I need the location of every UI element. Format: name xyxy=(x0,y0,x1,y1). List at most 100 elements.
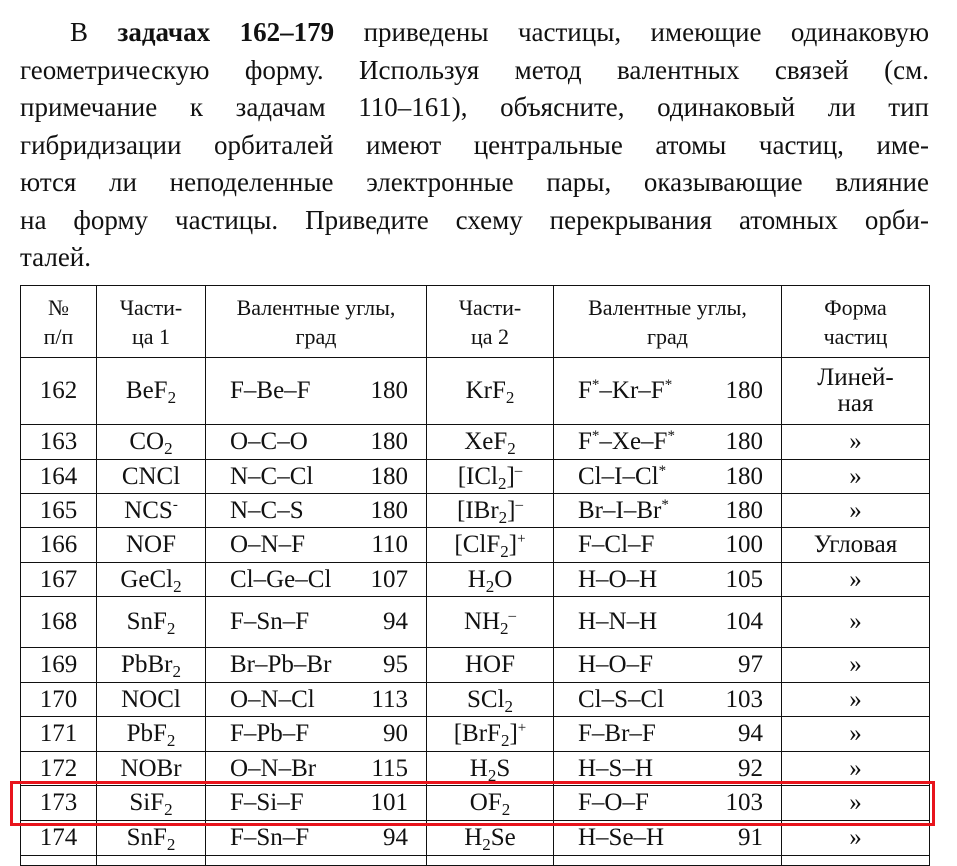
subscript: 2 xyxy=(482,835,491,854)
particle-1: SnF2 xyxy=(127,824,176,854)
table-row: 172 NOBr O–N–Br 115 H2S H–S–H 92 » xyxy=(20,751,930,786)
row-number-cell: 166 xyxy=(20,527,97,563)
shape-text: Угловая xyxy=(813,531,898,558)
formula-text: OF xyxy=(469,789,502,816)
bond-1: Cl–Ge–Cl xyxy=(230,565,332,593)
particle-2: XeF2 xyxy=(464,428,516,458)
formula-text: N–C–Cl xyxy=(230,462,314,490)
angle-value-2: 180 xyxy=(725,377,764,404)
empty-cell xyxy=(426,855,554,866)
paragraph-line: примечание к задачам 110–161), объясните… xyxy=(20,92,929,122)
particle-1-cell: SiF2 xyxy=(96,785,206,821)
header-text: № xyxy=(48,294,69,320)
header-text: частиц xyxy=(823,323,888,349)
shape-cell: » xyxy=(781,682,930,717)
particle-1: BeF2 xyxy=(126,377,176,407)
subscript: 2 xyxy=(166,835,176,854)
formula-text: Br–I–Br xyxy=(578,496,662,524)
table-row-partial xyxy=(20,855,930,866)
empty-cell xyxy=(20,855,97,866)
particle-1-cell: SnF2 xyxy=(96,820,206,856)
formula-text: F–Sn–F xyxy=(230,608,310,635)
row-number-cell: 168 xyxy=(20,596,97,648)
formula-text: NOF xyxy=(125,531,176,558)
table-row: 174 SnF2 F–Sn–F 94 H2Se H–Se–H 91» xyxy=(20,820,930,856)
task-range: задачах 162–179 xyxy=(117,17,335,47)
column-header: Части-ца 2 xyxy=(426,285,554,358)
subscript: 2 xyxy=(500,619,509,638)
formula-text: H–N–H xyxy=(578,608,658,635)
shape-cell: Линей-ная xyxy=(781,357,930,425)
bond-2: Cl–I–Cl* xyxy=(578,463,666,490)
column-header: № п/п xyxy=(20,285,97,358)
formula-text: F–Be–F xyxy=(230,377,311,404)
particle-2: NH2– xyxy=(464,608,517,638)
shape-text: » xyxy=(849,754,862,782)
subscript: 2 xyxy=(500,542,509,561)
angle-2: F–O–F 103 xyxy=(558,790,777,816)
subscript: 2 xyxy=(500,731,510,750)
particle-1: PbBr2 xyxy=(121,651,181,681)
particle-1: GeCl2 xyxy=(120,566,181,595)
table-row: 170 NOCl O–N–Cl 113 SCl2 Cl–S–Cl 103 » xyxy=(20,682,930,717)
superscript: – xyxy=(508,608,517,624)
angle-2-cell: H–N–H 104 xyxy=(553,596,782,648)
row-number: 166 xyxy=(39,531,78,558)
angle-value-1: 180 xyxy=(370,377,409,404)
angle-2-cell: H–O–F 97 xyxy=(553,647,782,683)
angle-2-cell: Cl–I–Cl* 180 xyxy=(553,459,782,494)
subscript: 2 xyxy=(485,576,495,596)
subscript: 2 xyxy=(487,765,497,785)
particle-1-cell: NOBr xyxy=(96,751,206,786)
angle-2: F–Cl–F 100 xyxy=(558,532,777,558)
particle-2-cell: SCl2 xyxy=(426,682,554,717)
formula-text: H–O–F xyxy=(578,651,654,678)
row-number-cell: 162 xyxy=(20,357,97,425)
shape-cell: » xyxy=(781,596,930,648)
superscript: – xyxy=(514,462,523,479)
bond-2: Br–I–Br* xyxy=(578,496,669,524)
angle-1: F–Be–F 180 xyxy=(210,378,422,404)
formula-text: N–C–S xyxy=(230,496,304,524)
bond-2: F–O–F xyxy=(578,790,649,816)
table-row: 171 PbF2 F–Pb–F 90 [BrF2]+ F–Br–F 94» xyxy=(20,716,930,752)
angle-1-cell: F–Sn–F 94 xyxy=(205,820,427,856)
angle-value-2: 100 xyxy=(725,531,764,558)
particle-2-cell: XeF2 xyxy=(426,424,554,460)
shape-text: » xyxy=(849,428,862,455)
angle-2-cell: Br–I–Br* 180 xyxy=(553,493,782,528)
shape-text: » xyxy=(849,608,862,635)
empty-cell xyxy=(205,855,427,866)
subscript: 2 xyxy=(507,439,516,458)
shape-cell: » xyxy=(781,493,930,528)
angle-value-2: 91 xyxy=(738,824,763,851)
subscript: 2 xyxy=(166,619,176,638)
angle-value-2: 94 xyxy=(738,720,763,747)
angle-2: H–Se–H 91 xyxy=(558,825,777,851)
bond-2: H–Se–H xyxy=(578,825,664,851)
formula-text: Cl–Ge–Cl xyxy=(230,565,332,593)
angle-2: Cl–I–Cl* 180 xyxy=(558,463,777,490)
bond-1: O–N–F xyxy=(230,532,305,558)
formula-text: [ICl xyxy=(457,462,498,490)
header-text: ца 1 xyxy=(131,323,171,349)
particle-1-cell: NOF xyxy=(96,527,206,563)
table-row: 164 CNCl N–C–Cl 180 [ICl2]– Cl–I–Cl* 180 » xyxy=(20,459,930,494)
header-text: Валентные углы, xyxy=(588,294,747,320)
particle-2-cell: [IBr2]– xyxy=(426,493,554,528)
bond-1: O–C–O xyxy=(230,429,308,455)
table-row: 165 NCS- N–C–S 180 [IBr2]– Br–I–Br* 180 » xyxy=(20,493,930,528)
angle-1: Cl–Ge–Cl 107 xyxy=(210,565,422,593)
particle-2: [ClF2]+ xyxy=(454,531,525,561)
particle-1: SnF2 xyxy=(127,608,176,638)
table-row: 169 PbBr2 Br–Pb–Br 95 HOF H–O–F 97 » xyxy=(20,647,930,683)
shape-cell: » xyxy=(781,785,930,821)
particle-2: H2Se xyxy=(464,824,516,854)
column-header: Форма частиц xyxy=(781,285,930,358)
particle-2: H2S xyxy=(470,755,510,785)
formula-text: O–N–F xyxy=(230,531,306,558)
angle-2-cell: F*–Kr–F* 180 xyxy=(553,357,782,425)
formula-text: NCS xyxy=(124,496,173,524)
particle-1-cell: NOCl xyxy=(96,682,206,717)
bond-2: F–Br–F xyxy=(578,721,656,747)
